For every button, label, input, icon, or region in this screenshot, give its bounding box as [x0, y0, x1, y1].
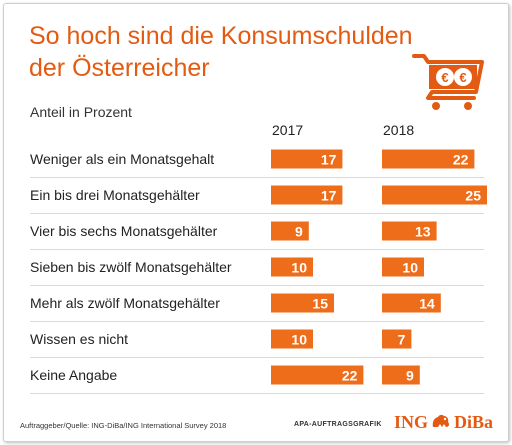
bar-2018: [382, 365, 420, 385]
data-label-2017: 9: [295, 224, 303, 240]
bar-2017: [271, 329, 313, 349]
bar-2017: [271, 221, 309, 241]
bar-2018: [382, 185, 487, 205]
bar-2018: [382, 293, 441, 313]
chart-subtitle: Anteil in Prozent: [30, 104, 132, 120]
bar-2018: [382, 329, 412, 349]
data-label-2017: 15: [312, 296, 328, 312]
bar-2017: [271, 365, 364, 385]
svg-text:€: €: [441, 70, 448, 85]
data-label-2017: 17: [321, 188, 337, 204]
legend-2017: 2017: [272, 122, 304, 138]
data-label-2018: 9: [406, 368, 414, 384]
category-label: Ein bis drei Monatsgehälter: [30, 187, 200, 203]
shopping-cart-euro-icon: € €: [412, 54, 484, 110]
data-label-2018: 7: [398, 332, 406, 348]
data-label-2017: 10: [291, 260, 307, 276]
data-label-2018: 10: [402, 260, 418, 276]
category-label: Wissen es nicht: [30, 331, 128, 347]
data-label-2018: 14: [419, 296, 435, 312]
bar-2017: [271, 257, 313, 277]
ing-diba-logo: ING DiBa: [394, 412, 494, 432]
ing-lion-icon: [432, 414, 450, 427]
bar-2017: [271, 185, 343, 205]
bar-2017: [271, 293, 334, 313]
credit-note: APA-AUFTRAGSGRAFIK: [294, 421, 382, 428]
category-label: Vier bis sechs Monatsgehälter: [30, 223, 218, 239]
bar-2017: [271, 149, 343, 169]
data-label-2018: 13: [415, 224, 431, 240]
data-label-2017: 10: [291, 332, 307, 348]
data-label-2017: 17: [321, 152, 337, 168]
bar-2018: [382, 257, 424, 277]
category-label: Sieben bis zwölf Monatsgehälter: [30, 259, 232, 275]
data-label-2018: 25: [465, 188, 481, 204]
bar-2018: [382, 149, 475, 169]
data-label-2018: 22: [453, 152, 469, 168]
svg-text:€: €: [459, 70, 466, 85]
source-note: Auftraggeber/Quelle: ING-DiBa/ING Intern…: [20, 421, 227, 430]
legend-2018: 2018: [383, 122, 415, 138]
data-label-2017: 22: [342, 368, 358, 384]
category-label: Weniger als ein Monatsgehalt: [30, 151, 214, 167]
category-label: Mehr als zwölf Monatsgehälter: [30, 295, 220, 311]
category-label: Keine Angabe: [30, 367, 117, 383]
bar-2018: [382, 221, 437, 241]
chart-title: So hoch sind die Konsumschulden der Öste…: [29, 22, 413, 82]
